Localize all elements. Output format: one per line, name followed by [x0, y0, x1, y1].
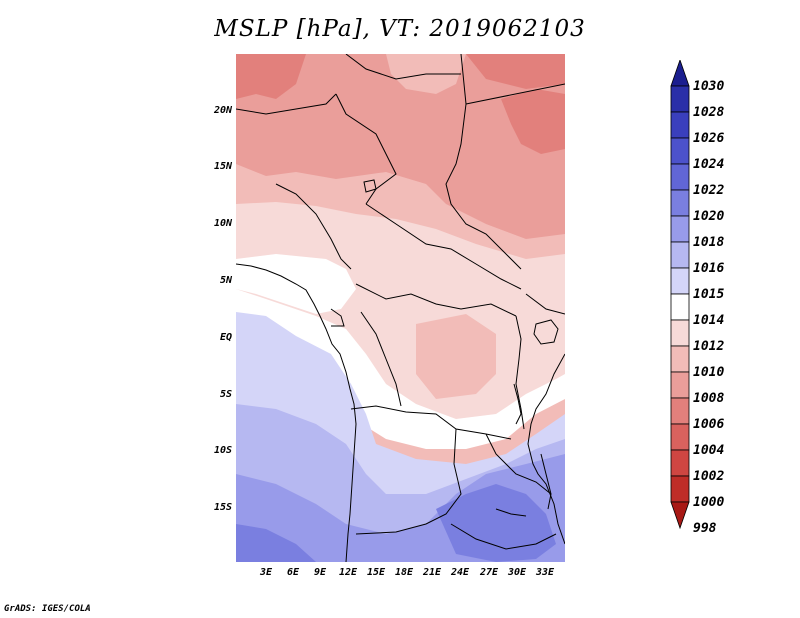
colorbar-label: 1022: [693, 183, 725, 198]
colorbar-label: 1015: [693, 287, 725, 302]
colorbar-segment: [670, 501, 690, 530]
colorbar-label: 1010: [693, 365, 725, 380]
colorbar-label: 1030: [693, 79, 725, 94]
border-car-south: [355, 283, 517, 317]
lake-malawi: [540, 453, 552, 510]
field-1006-nw: [236, 54, 306, 99]
colorbar-segment: [670, 293, 690, 321]
border-libya-egypt: [345, 53, 461, 80]
field-1010-congo-center: [416, 314, 496, 399]
border-angola-zambia: [355, 428, 462, 535]
lake-tanganyika: [513, 383, 522, 425]
lake-kariba: [495, 508, 527, 517]
colorbar-label: 1026: [693, 131, 725, 146]
lat-label-5n: 5N: [219, 275, 232, 286]
border-drc-east: [515, 315, 525, 430]
colorbar-label: 1024: [693, 157, 725, 172]
colorbar-label: 1002: [693, 469, 725, 484]
lake-chad: [363, 179, 377, 193]
lakes: [363, 179, 559, 517]
lon-label-21e: 21E: [422, 567, 442, 578]
lat-label-20n: 20N: [213, 105, 232, 116]
lon-label-6e: 6E: [286, 567, 300, 578]
field-1006-ne: [501, 89, 565, 154]
colorbar-segment: [670, 111, 690, 139]
border-car: [365, 203, 522, 290]
colorbar-label: 1014: [693, 313, 725, 328]
chart-title: MSLP [hPa], VT: 2019062103: [214, 16, 586, 42]
lake-victoria: [533, 319, 559, 345]
colorbar-label: 1020: [693, 209, 725, 224]
coastline-west-africa: [235, 263, 357, 563]
lon-label-3e: 3E: [259, 567, 273, 578]
lat-label-15s: 15S: [213, 502, 232, 513]
lat-label-5s: 5S: [219, 389, 232, 400]
colorbar-segment: [670, 267, 690, 295]
colorbar-label: 1000: [693, 495, 725, 510]
colorbar-segment: [670, 163, 690, 191]
lon-label-12e: 12E: [338, 567, 358, 578]
lat-label-eq: EQ: [219, 332, 232, 343]
field-1013-equator: [236, 289, 565, 449]
lat-label-10n: 10N: [213, 218, 232, 229]
border-zambia-east: [485, 433, 552, 495]
country-borders: [235, 53, 566, 563]
colorbar-segment: [670, 215, 690, 243]
lon-label-33e: 33E: [535, 567, 555, 578]
border-nigeria-cameroon: [275, 183, 352, 270]
colorbar-segment: [670, 137, 690, 165]
field-1018: [436, 484, 556, 562]
colorbar-segment: [670, 397, 690, 425]
colorbar-label: 1004: [693, 443, 725, 458]
lon-label-9e: 9E: [313, 567, 327, 578]
border-zimbabwe: [450, 523, 557, 550]
lat-label-10s: 10S: [213, 445, 232, 456]
border-north-nigeria: [235, 93, 337, 115]
colorbar-segment: [670, 345, 690, 373]
colorbar-label: 1008: [693, 391, 725, 406]
field-1018-sw: [236, 524, 316, 562]
coastline-east: [527, 353, 566, 545]
colorbar-segment: [670, 85, 690, 113]
field-1006-ne2: [466, 54, 565, 89]
colorbar-label: 1006: [693, 417, 725, 432]
lon-label-18e: 18E: [394, 567, 414, 578]
colorbar-segment: [670, 423, 690, 451]
colorbar-segment: [670, 189, 690, 217]
colorbar-segment: [670, 241, 690, 269]
mslp-field-map: [235, 53, 566, 563]
colorbar-label: 1018: [693, 235, 725, 250]
lon-label-30e: 30E: [507, 567, 527, 578]
map-panel: [235, 53, 566, 563]
colorbar-label: 1012: [693, 339, 725, 354]
border-congo-drc: [360, 311, 402, 407]
colorbar-label: 998: [693, 521, 717, 536]
colorbar-label: 1028: [693, 105, 725, 120]
colorbar-segment: [670, 371, 690, 399]
colorbar-segment: [670, 60, 690, 87]
lon-label-15e: 15E: [366, 567, 386, 578]
border-egypt-sudan: [465, 83, 566, 105]
colorbar: [670, 60, 690, 530]
colorbar-segment: [670, 319, 690, 347]
grads-credit: GrADS: IGES/COLA: [4, 604, 91, 614]
border-sudan: [445, 53, 522, 270]
lat-label-15n: 15N: [213, 161, 232, 172]
lon-label-27e: 27E: [479, 567, 499, 578]
lon-label-24e: 24E: [450, 567, 470, 578]
colorbar-segment: [670, 449, 690, 477]
border-uganda-kenya: [525, 293, 566, 315]
colorbar-segment: [670, 475, 690, 503]
colorbar-label: 1016: [693, 261, 725, 276]
border-gabon: [330, 308, 345, 327]
